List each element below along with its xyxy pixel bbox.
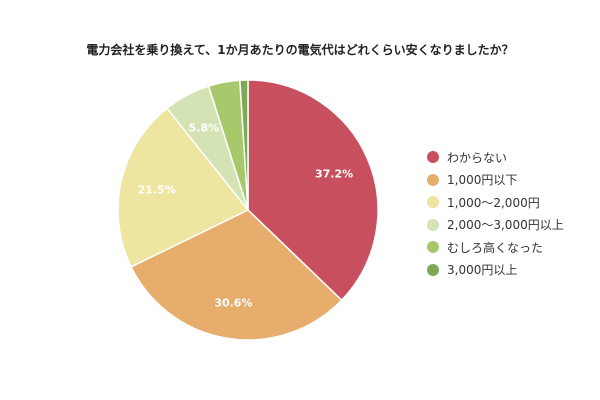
legend-swatch — [427, 173, 439, 186]
pie-slice-2 — [130, 209, 343, 341]
legend-item: 2,000〜3,000円以上 — [427, 214, 564, 237]
legend-label: 2,000〜3,000円以上 — [447, 218, 564, 233]
legend-swatch — [427, 263, 439, 276]
slice-value-label: 37.2% — [315, 167, 353, 180]
legend-item: 1,000〜2,000円 — [427, 191, 564, 214]
legend-swatch — [427, 218, 439, 231]
legend-label: むしろ高くなった — [447, 240, 544, 255]
slice-value-label: 30.6% — [214, 296, 252, 309]
legend-swatch — [427, 196, 439, 209]
legend-item: わからない — [427, 146, 564, 169]
legend-label: 1,000〜2,000円 — [447, 195, 540, 210]
chart-title: 電力会社を乗り換えて、1か月あたりの電気代はどれくらい安くなりましたか？ — [86, 43, 514, 57]
legend-item: 1,000円以下 — [427, 169, 564, 192]
legend-item: むしろ高くなった — [427, 236, 564, 259]
pie-slice-6 — [239, 79, 249, 211]
legend-label: わからない — [447, 150, 508, 165]
legend: わからない 1,000円以下 1,000〜2,000円 2,000〜3,000円以上む… — [427, 146, 564, 281]
legend-swatch — [427, 241, 439, 254]
legend-label: 1,000円以下 — [447, 173, 518, 188]
legend-label: 3,000円以上 — [447, 263, 518, 278]
pie-slice-3 — [117, 107, 250, 268]
slice-value-label: 5.8% — [189, 121, 220, 134]
slice-value-label: 21.5% — [138, 183, 176, 196]
pie-slice-1 — [247, 79, 379, 302]
legend-item: 3,000円以上 — [427, 259, 564, 282]
legend-swatch — [427, 151, 439, 164]
